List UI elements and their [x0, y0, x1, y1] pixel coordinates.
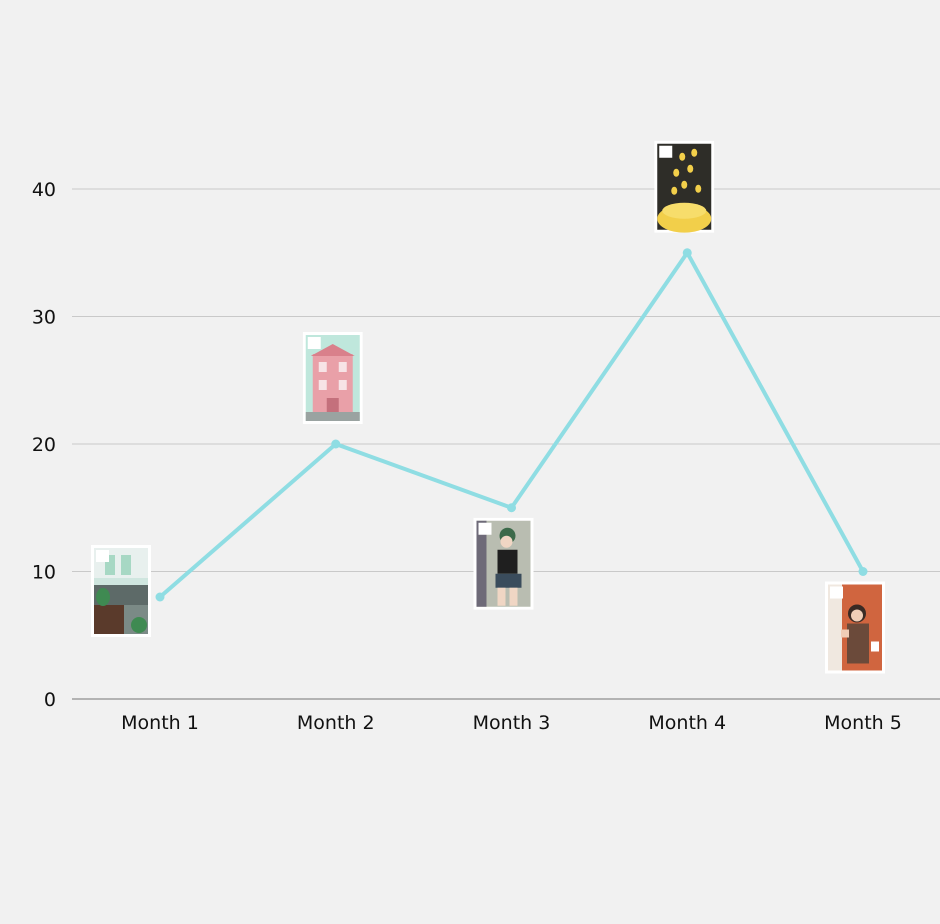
x-tick-label: Month 1 [121, 712, 199, 734]
living-room-card [91, 545, 151, 637]
woman-posing-card [473, 517, 534, 610]
x-axis-tick-labels: Month 1 Month 2 Month 3 Month 4 Month 5 [121, 712, 902, 734]
point-image-cards [91, 140, 885, 674]
x-tick-label: Month 3 [473, 712, 551, 734]
data-point-month-5 [858, 567, 868, 576]
pink-house-card [302, 332, 363, 424]
y-tick-label: 0 [44, 689, 56, 711]
y-tick-label: 20 [32, 434, 56, 456]
x-tick-label: Month 5 [824, 712, 902, 734]
data-point-month-3 [507, 503, 516, 513]
data-points [155, 248, 868, 602]
data-point-month-2 [331, 439, 341, 449]
y-gridlines [72, 188, 940, 572]
data-point-month-4 [682, 248, 692, 258]
y-tick-label: 10 [32, 562, 56, 584]
x-tick-label: Month 4 [648, 712, 726, 734]
y-axis-tick-labels: 0 10 20 30 40 [32, 179, 56, 711]
y-tick-label: 40 [32, 179, 56, 201]
gold-coins-card [654, 140, 715, 233]
woman-at-door-card [825, 581, 885, 674]
data-point-month-1 [155, 592, 165, 602]
y-tick-label: 30 [32, 307, 56, 329]
x-tick-label: Month 2 [297, 712, 375, 734]
